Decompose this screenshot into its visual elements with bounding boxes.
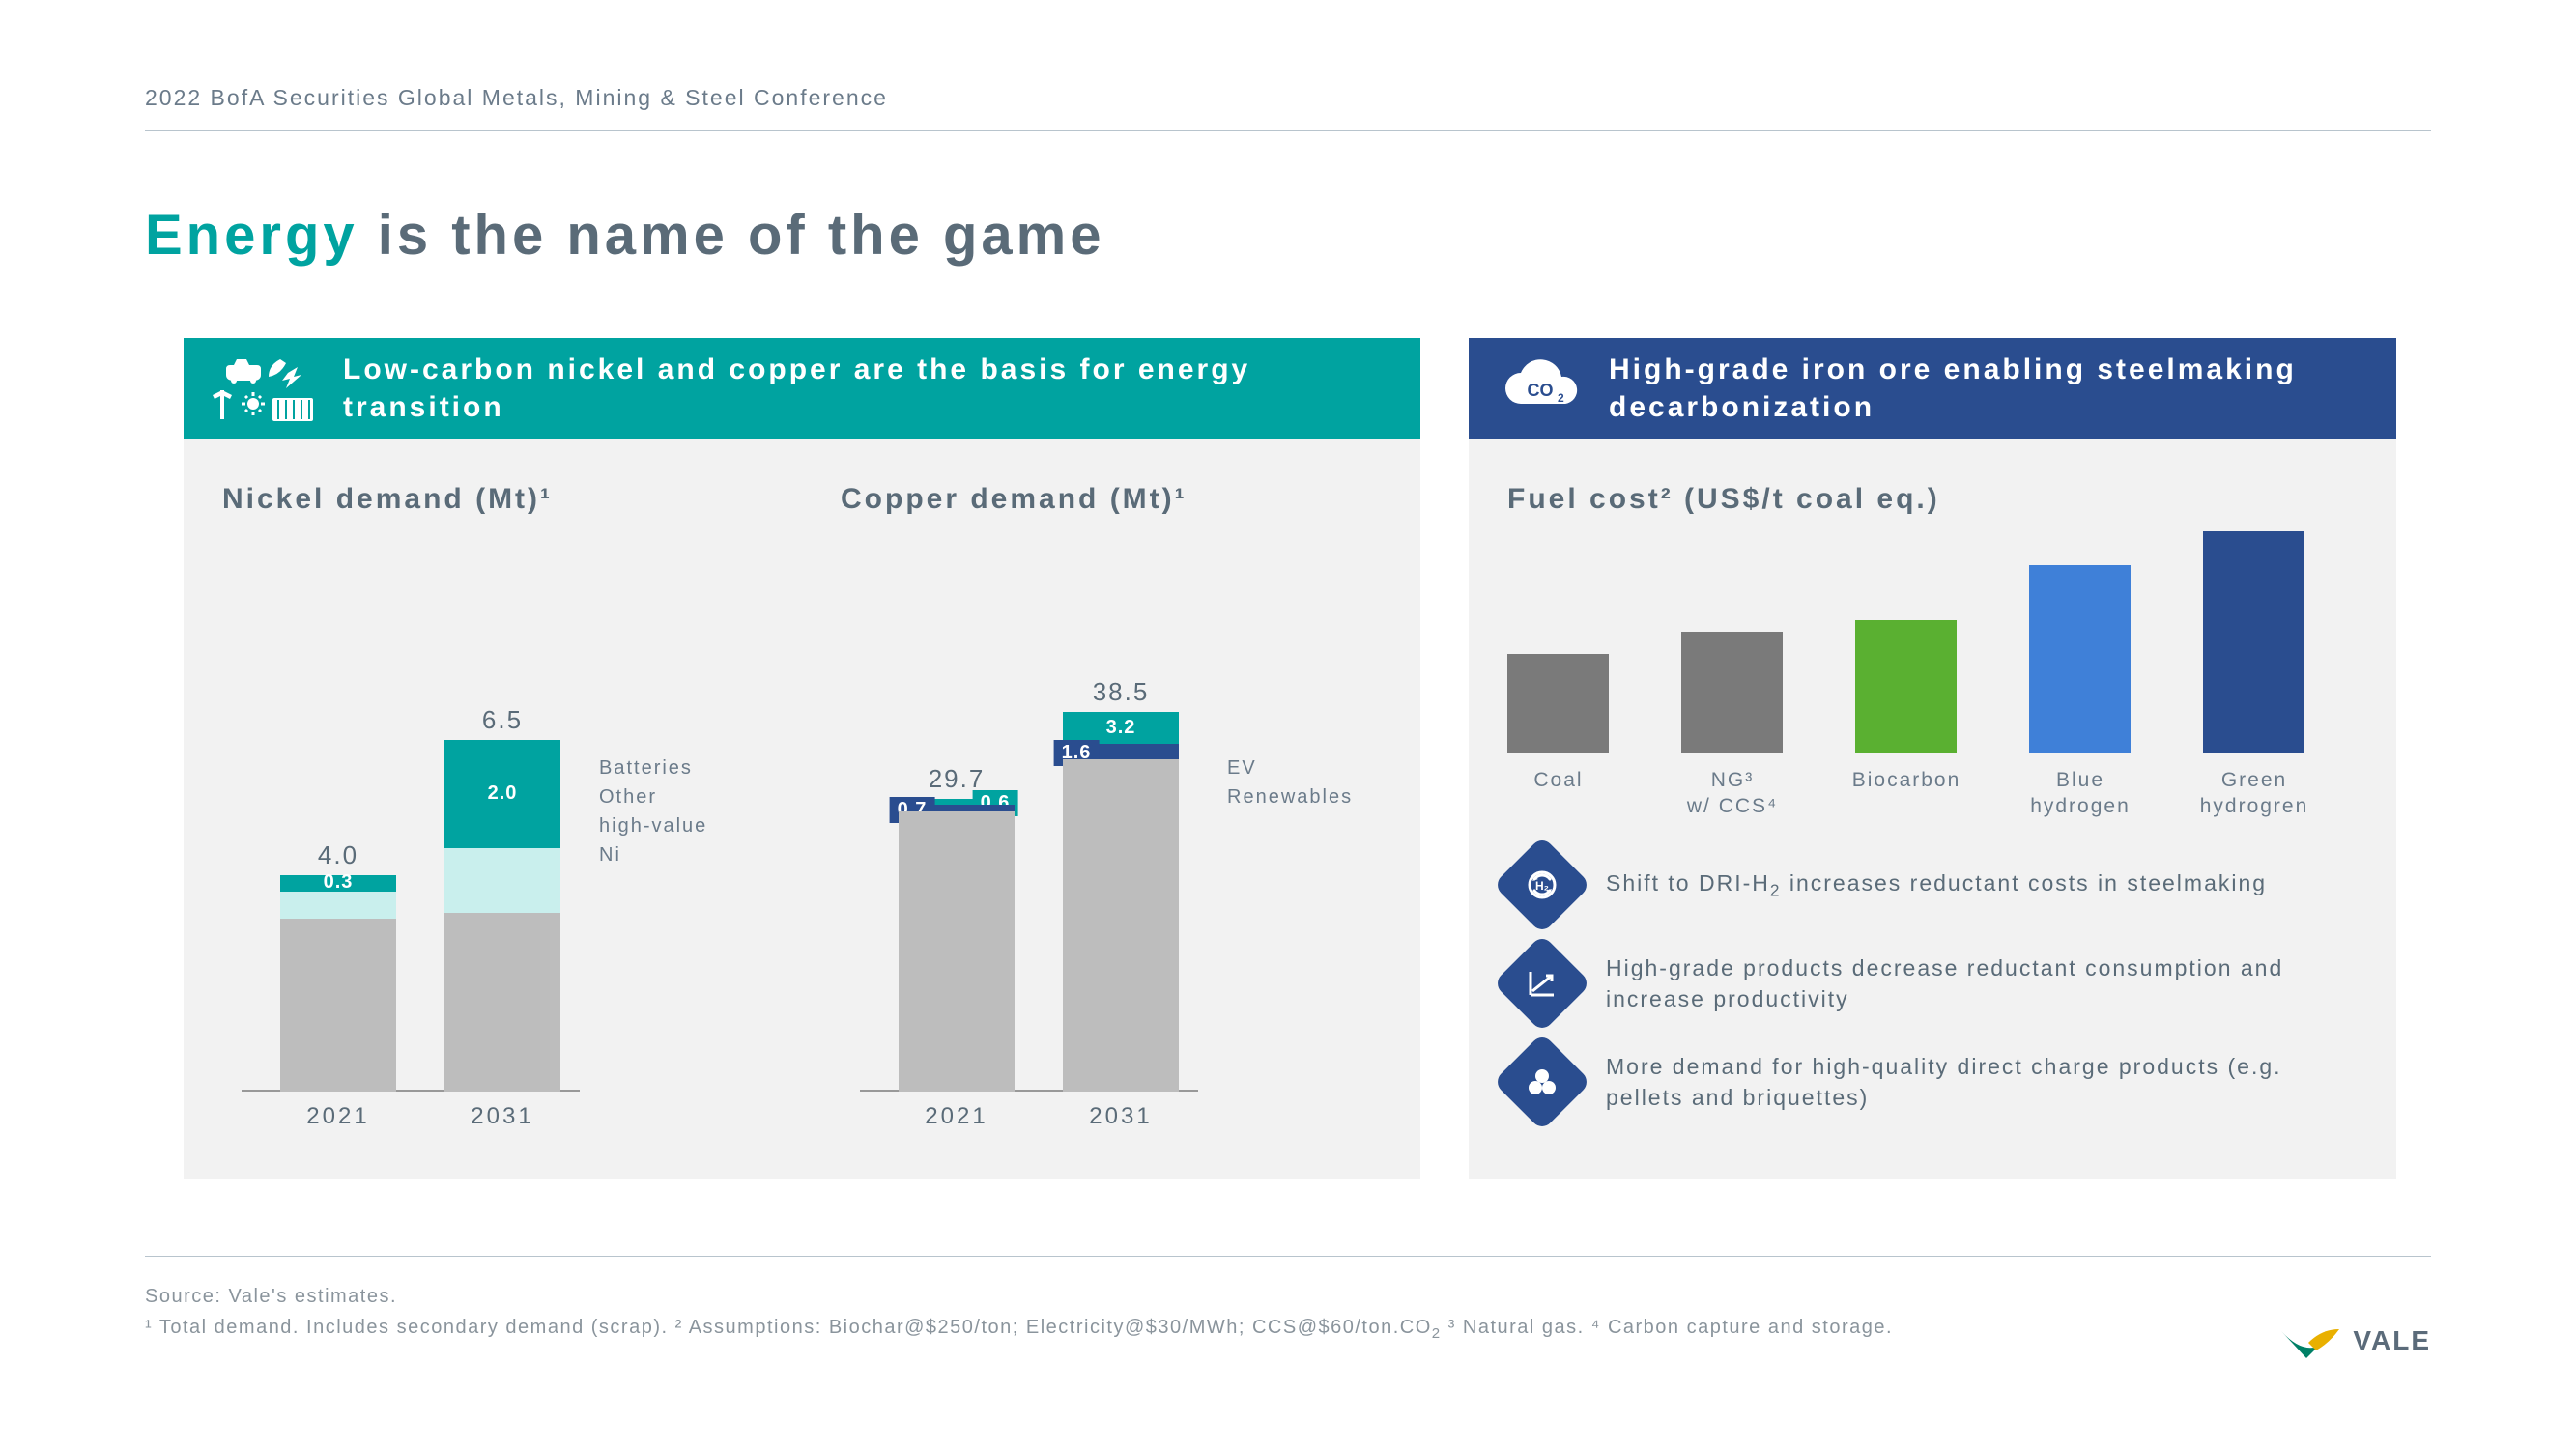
- seg-base: [899, 811, 1015, 1092]
- fuel-bar-label: Bluehydrogen: [1998, 767, 2162, 768]
- vale-logo-text: VALE: [2353, 1325, 2431, 1356]
- energy-transition-icon: [213, 352, 319, 425]
- banner-iron-ore-text: High-grade iron ore enabling steelmaking…: [1609, 351, 2396, 426]
- seg-base: [1063, 759, 1179, 1092]
- fuel-cost-chart: [1507, 531, 2358, 753]
- footnotes: Source: Vale's estimates.¹ Total demand.…: [145, 1281, 1893, 1346]
- seg-label: 2.0: [488, 782, 518, 805]
- fuel-bar-label: Coal: [1476, 767, 1641, 768]
- fuel-bar: [1507, 654, 1609, 754]
- panel-iron-ore: CO 2 High-grade iron ore enabling steelm…: [1469, 338, 2396, 1179]
- seg-base: [444, 913, 560, 1092]
- seg-mid: 1.6: [1063, 744, 1179, 759]
- fuel-cost-title: Fuel cost² (US$/t coal eq.): [1507, 483, 1940, 516]
- fuel-bar: [2029, 565, 2131, 754]
- nickel-chart: 4.00.36.52.0: [242, 657, 580, 1092]
- x-label: 2031: [1063, 1103, 1179, 1130]
- legend-item: EV: [1227, 753, 1353, 782]
- bar-2031: 6.52.0: [444, 740, 560, 1092]
- divider: [145, 1256, 2431, 1257]
- svg-text:H₂: H₂: [1535, 879, 1549, 893]
- svg-text:CO: CO: [1528, 381, 1554, 400]
- x-label: 2021: [280, 1103, 396, 1130]
- seg-dark: 3.2: [1063, 712, 1179, 744]
- copper-legend: EVRenewables: [1227, 753, 1353, 811]
- title-rest: is the name of the game: [358, 204, 1105, 267]
- bullet-text: More demand for high-quality direct char…: [1606, 1051, 2367, 1113]
- banner-iron-ore: CO 2 High-grade iron ore enabling steelm…: [1469, 338, 2396, 439]
- copper-title: Copper demand (Mt)¹: [841, 483, 1188, 516]
- seg-light: [280, 892, 396, 919]
- legend-item: high-value: [599, 811, 707, 840]
- seg-base: [280, 919, 396, 1092]
- page-title: Energy is the name of the game: [145, 203, 1104, 268]
- nickel-legend: BatteriesOtherhigh-valueNi: [599, 753, 707, 869]
- panel-low-carbon: Low-carbon nickel and copper are the bas…: [184, 338, 1420, 1179]
- fuel-bar: [1855, 620, 1957, 753]
- title-accent: Energy: [145, 204, 358, 267]
- fuel-bar-label: Greenhydrogren: [2172, 767, 2336, 768]
- seg-mid: 0.7: [899, 805, 1015, 811]
- footnote-line: Source: Vale's estimates.: [145, 1281, 1893, 1312]
- fuel-bar-label: NG³w/ CCS⁴: [1650, 767, 1815, 768]
- banner-low-carbon: Low-carbon nickel and copper are the bas…: [184, 338, 1420, 439]
- bullet-icon: [1493, 934, 1591, 1033]
- bullet-item: More demand for high-quality direct char…: [1507, 1047, 2367, 1117]
- total-label: 4.0: [280, 840, 396, 870]
- bar-2021: 29.70.60.7: [899, 799, 1015, 1092]
- vale-logo: VALE: [2279, 1320, 2431, 1362]
- bullet-text: High-grade products decrease reductant c…: [1606, 952, 2367, 1014]
- x-label: 2031: [444, 1103, 560, 1130]
- bar-2031: 38.53.21.6: [1063, 712, 1179, 1092]
- fuel-bar-label: Biocarbon: [1824, 767, 1989, 768]
- legend-item: Batteries: [599, 753, 707, 782]
- nickel-title: Nickel demand (Mt)¹: [222, 483, 553, 516]
- legend-item: Other: [599, 782, 707, 811]
- banner-low-carbon-text: Low-carbon nickel and copper are the bas…: [343, 351, 1420, 426]
- total-label: 38.5: [1063, 677, 1179, 707]
- fuel-bar: [2203, 531, 2304, 753]
- legend-item: Renewables: [1227, 782, 1353, 811]
- x-label: 2021: [899, 1103, 1015, 1130]
- seg-dark: 0.3: [280, 875, 396, 892]
- seg-light: [444, 848, 560, 913]
- fuel-bar: [1681, 632, 1783, 754]
- bullet-item: H₂ Shift to DRI-H2 increases reductant co…: [1507, 850, 2367, 920]
- svg-text:2: 2: [1558, 391, 1564, 405]
- copper-chart: 29.70.60.738.53.21.6: [860, 657, 1198, 1092]
- co2-cloud-icon: CO 2: [1498, 359, 1585, 417]
- bullet-icon: [1493, 1033, 1591, 1131]
- footnote-line: ¹ Total demand. Includes secondary deman…: [145, 1312, 1893, 1346]
- seg-dark: 2.0: [444, 740, 560, 848]
- seg-label: 3.2: [1106, 717, 1136, 739]
- bullet-item: High-grade products decrease reductant c…: [1507, 949, 2367, 1018]
- conference-header: 2022 BofA Securities Global Metals, Mini…: [145, 85, 2431, 131]
- bar-2021: 4.00.3: [280, 875, 396, 1092]
- total-label: 6.5: [444, 705, 560, 735]
- bullets: H₂ Shift to DRI-H2 increases reductant co…: [1507, 850, 2367, 1146]
- legend-item: Ni: [599, 840, 707, 869]
- bullet-text: Shift to DRI-H2 increases reductant cost…: [1606, 867, 2267, 902]
- bullet-icon: H₂: [1493, 836, 1591, 934]
- vale-logo-mark: [2279, 1320, 2343, 1362]
